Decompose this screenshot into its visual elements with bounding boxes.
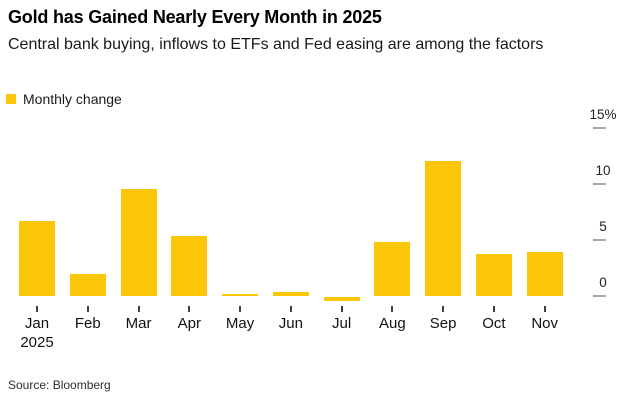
legend-swatch-icon [6,94,16,104]
y-axis-tick [593,238,606,241]
legend-label: Monthly change [23,91,122,107]
x-axis-label-may: May [225,315,255,332]
bar-jul [323,297,360,302]
x-axis-tick [239,306,242,312]
x-axis-label-mar: Mar [125,315,152,332]
y-axis-tick-label: 15% [589,106,617,122]
bar-jan [19,220,55,296]
y-axis-tick-label: 5 [599,218,607,234]
x-axis-label-nov: Nov [531,315,559,332]
source-attribution: Source: Bloomberg [8,378,111,392]
x-axis-label-sep: Sep [429,315,457,332]
x-axis-tick [289,306,292,312]
x-axis-tick [492,306,495,312]
x-axis-label-apr: Apr [177,315,201,332]
x-axis-tick [340,306,343,312]
x-axis-label-feb: Feb [74,315,101,332]
bar-feb [69,273,106,296]
x-axis-tick [86,306,89,312]
bar-oct [475,254,512,296]
legend: Monthly change [6,91,122,107]
x-axis-tick [36,306,38,312]
bar-nov [526,252,563,296]
x-axis-label-aug: Aug [379,315,406,332]
chart-header: Gold has Gained Nearly Every Month in 20… [8,6,608,55]
y-axis-tick-label: 0 [599,275,607,290]
x-axis-year-label: 2025 [20,333,54,351]
bar-mar [120,189,157,296]
x-axis-label-jan: Jan 2025 [5,315,69,353]
y-axis-tick [593,295,606,297]
y-axis-tick [593,182,606,185]
x-axis-tick [391,306,394,312]
x-axis-label-jul: Jul [332,315,352,332]
x-axis-tick [137,306,140,312]
y-axis-tick-label: 10 [595,162,611,178]
bar-may [222,294,259,296]
bar-aug [374,242,411,296]
x-axis-tick [442,306,445,312]
x-axis-label-oct: Oct [482,315,506,332]
bar-jun [272,291,309,296]
x-axis-tick [543,306,546,312]
bar-sep [425,161,462,296]
chart-title: Gold has Gained Nearly Every Month in 20… [8,7,382,27]
y-axis-tick [593,126,606,129]
x-axis-label-jun: Jun [278,315,303,332]
x-axis-tick [188,306,191,312]
bar-apr [171,236,208,296]
chart-subtitle: Central bank buying, inflows to ETFs and… [8,35,544,53]
